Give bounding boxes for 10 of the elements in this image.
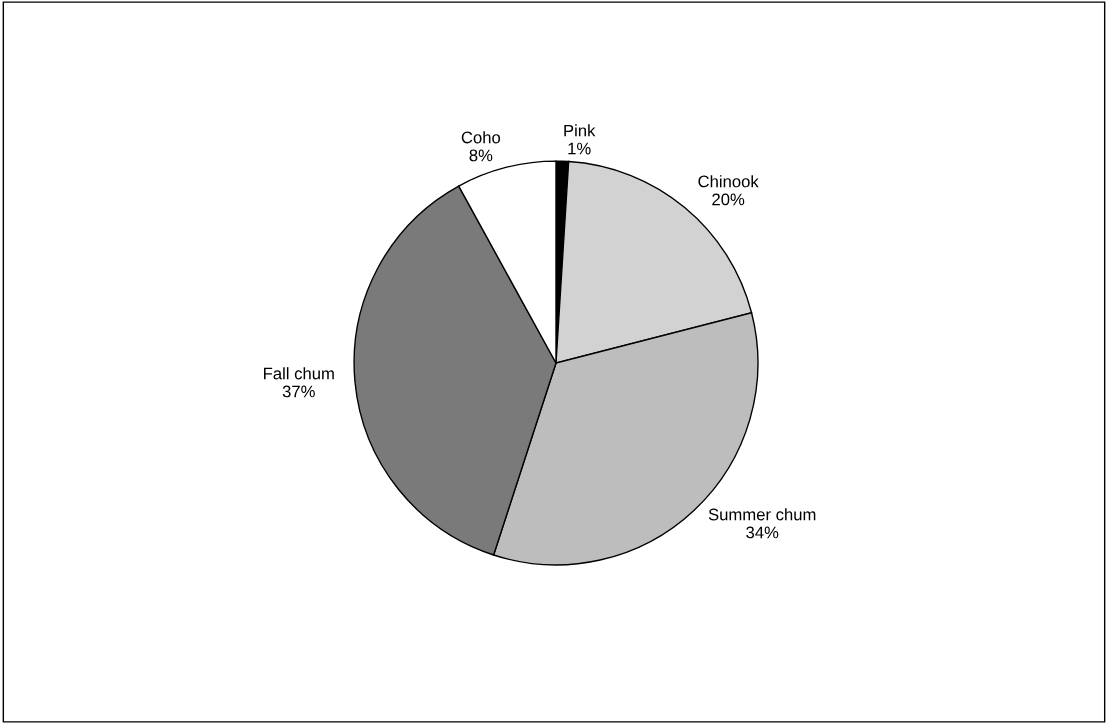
slice-label: Summer chum xyxy=(708,508,816,521)
data-label: 1% xyxy=(568,142,591,155)
data-label: 34% xyxy=(746,526,779,539)
data-label: 37% xyxy=(282,385,315,398)
slice-label: Fall chum xyxy=(264,367,334,380)
data-label: 20% xyxy=(712,193,745,206)
data-label: 8% xyxy=(469,149,493,162)
slice-label: Pink xyxy=(564,124,596,137)
slice-label: Coho xyxy=(461,131,501,144)
slice-label: Chinook xyxy=(698,175,759,188)
